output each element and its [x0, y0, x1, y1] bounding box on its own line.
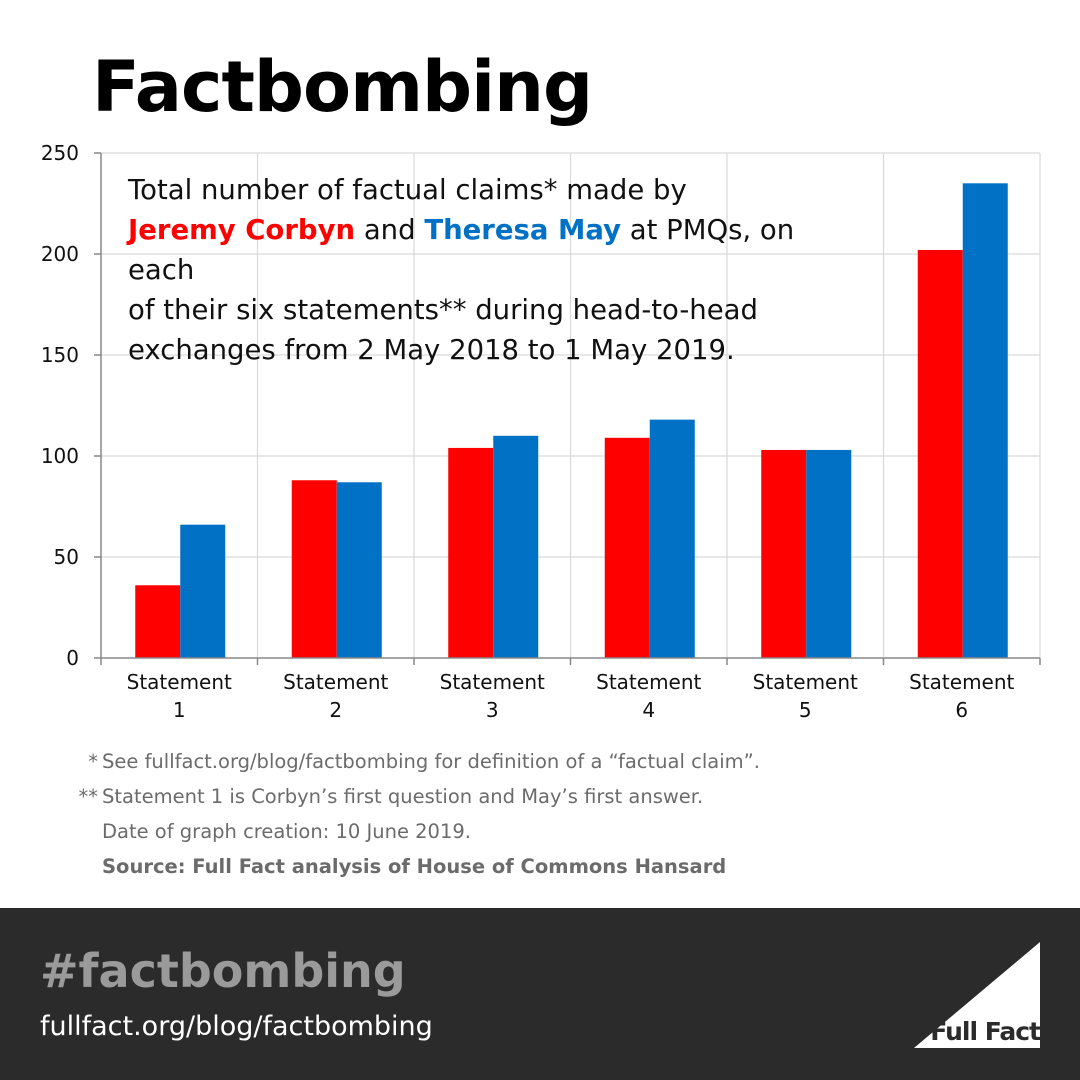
logo-triangle-icon — [914, 942, 1040, 1048]
bar-corbyn — [291, 480, 337, 658]
footnote-2-mark: ** — [78, 785, 99, 808]
bar-corbyn — [761, 449, 807, 658]
bar-corbyn — [135, 585, 181, 658]
x-tick-label: Statement — [440, 670, 545, 694]
bar-corbyn — [448, 447, 494, 658]
x-tick-label: Statement — [909, 670, 1014, 694]
x-tick-label: 5 — [799, 698, 812, 722]
graph-date: Date of graph creation: 10 June 2019. — [102, 820, 471, 843]
bar-may — [336, 482, 382, 658]
y-tick-label: 100 — [41, 444, 79, 468]
bar-may — [493, 435, 539, 658]
chart-axes — [94, 152, 1041, 665]
x-tick-label: 4 — [642, 698, 655, 722]
bar-chart: 0 50 100 150 200 250 Statement 1 Statement 2 State… — [41, 141, 1041, 722]
bar-may — [649, 419, 695, 658]
y-tick-label: 0 — [66, 646, 79, 670]
footnote-1-text: See fullfact.org/blog/factbombing for de… — [102, 750, 760, 773]
annotation-line-2: at PMQs, on each — [128, 214, 795, 286]
x-tick-label: 2 — [329, 698, 342, 722]
x-tick-label: 1 — [173, 698, 186, 722]
x-tick-label: Statement — [596, 670, 701, 694]
footnotes: * See fullfact.org/blog/factbombing for … — [60, 744, 1000, 884]
bar-may — [962, 183, 1008, 659]
footnote-1-mark: * — [88, 750, 98, 773]
x-tick-label: Statement — [283, 670, 388, 694]
annotation-line-4: exchanges from 2 May 2018 to 1 May 2019. — [128, 334, 735, 366]
logo-text: Full Fact — [930, 1017, 1041, 1046]
chart-bars — [135, 183, 1008, 659]
y-tick-label: 250 — [41, 141, 79, 165]
legend-label-corbyn: Jeremy Corbyn — [128, 214, 356, 246]
full-fact-logo: Full Fact — [914, 942, 1041, 1048]
x-tick-label: Statement — [753, 670, 858, 694]
annotation-line-3: of their six statements** during head-to… — [128, 294, 758, 326]
x-tick-label: 6 — [955, 698, 968, 722]
y-tick-label: 50 — [54, 545, 79, 569]
annotation-and: and — [355, 214, 425, 246]
x-tick-label: Statement — [127, 670, 232, 694]
bar-may — [806, 449, 852, 658]
bar-corbyn — [604, 437, 650, 658]
source-line: Source: Full Fact analysis of House of C… — [102, 855, 727, 878]
bar-corbyn — [917, 249, 963, 658]
page-title: Factbombing — [92, 46, 593, 128]
footnote-2-text: Statement 1 is Corbyn’s first question a… — [102, 785, 704, 808]
footnote-1: * See fullfact.org/blog/factbombing for … — [60, 744, 1000, 779]
footer-bar: #factbombing fullfact.org/blog/factbombi… — [0, 908, 1080, 1080]
y-tick-label: 150 — [41, 343, 79, 367]
x-tick-label: 3 — [486, 698, 499, 722]
y-tick-label: 200 — [41, 242, 79, 266]
footer-url: fullfact.org/blog/factbombing — [40, 1011, 433, 1042]
chart-annotation: Total number of factual claims* made by … — [128, 170, 848, 370]
annotation-line-1: Total number of factual claims* made by — [128, 174, 687, 206]
chart-grid — [101, 152, 1041, 658]
hashtag: #factbombing — [40, 944, 406, 998]
chart-tick-labels: 0 50 100 150 200 250 Statement 1 Statement 2 State… — [41, 141, 1015, 722]
bar-may — [180, 524, 226, 658]
legend-label-may: Theresa May — [424, 214, 622, 246]
footnote-2: ** Statement 1 is Corbyn’s first questio… — [60, 779, 1000, 814]
